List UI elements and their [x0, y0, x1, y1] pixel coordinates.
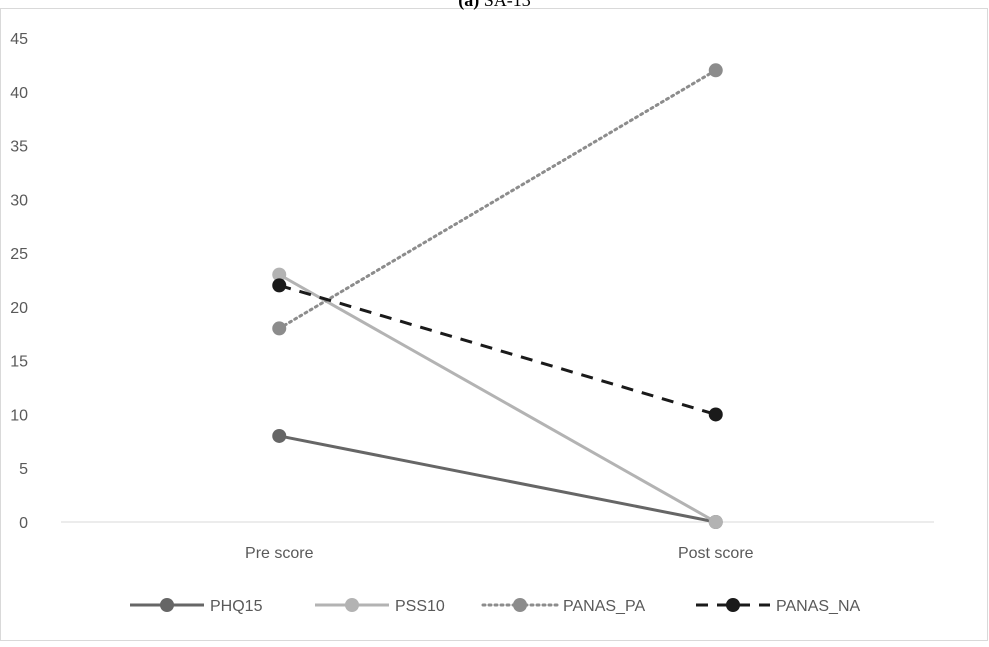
legend-swatch-marker	[513, 598, 527, 612]
legend: PHQ15 PSS10 PANAS_PA PANAS_NA	[130, 598, 861, 615]
data-point	[272, 267, 287, 282]
y-tick-label: 10	[10, 407, 28, 424]
x-axis-labels: Pre score Post score	[245, 545, 754, 562]
data-point	[708, 407, 723, 422]
series-line-panas-pa	[277, 68, 718, 330]
y-tick-label: 45	[10, 31, 28, 48]
data-point	[708, 515, 723, 529]
legend-swatch-marker	[726, 598, 740, 612]
legend-item-panas-pa: PANAS_PA	[481, 598, 645, 615]
y-axis-labels: 0 5 10 15 20 25 30 35 40 45	[10, 31, 28, 532]
y-tick-label: 5	[19, 461, 28, 478]
legend-label: PHQ15	[210, 598, 263, 615]
legend-item-pss10: PSS10	[315, 598, 445, 615]
y-tick-label: 30	[10, 192, 28, 209]
data-point	[272, 278, 287, 293]
legend-label: PANAS_NA	[776, 598, 861, 615]
chart-title: (a) SA-13	[0, 0, 989, 11]
series-line-pss10	[278, 273, 717, 524]
series-line-phq15	[278, 434, 717, 524]
data-point	[272, 428, 287, 443]
y-tick-label: 25	[10, 246, 28, 263]
series-lines	[277, 68, 718, 524]
y-tick-label: 40	[10, 85, 28, 102]
y-tick-label: 35	[10, 139, 28, 156]
chart-title-text: SA-13	[479, 0, 531, 10]
data-point	[708, 63, 723, 78]
x-tick-label: Pre score	[245, 545, 314, 562]
x-tick-label: Post score	[678, 545, 754, 562]
legend-item-phq15: PHQ15	[130, 598, 263, 615]
legend-item-panas-na: PANAS_NA	[696, 598, 861, 615]
series-markers	[272, 63, 723, 529]
legend-swatch-marker	[160, 598, 174, 612]
y-tick-label: 0	[19, 515, 28, 532]
chart-title-label: (a)	[458, 0, 480, 10]
chart-border	[0, 8, 988, 641]
legend-label: PANAS_PA	[563, 598, 645, 615]
legend-swatch-marker	[345, 598, 359, 612]
y-tick-label: 20	[10, 300, 28, 317]
legend-label: PSS10	[395, 598, 445, 615]
data-point	[272, 321, 287, 336]
y-tick-label: 15	[10, 354, 28, 371]
series-line-panas-na	[278, 283, 717, 416]
